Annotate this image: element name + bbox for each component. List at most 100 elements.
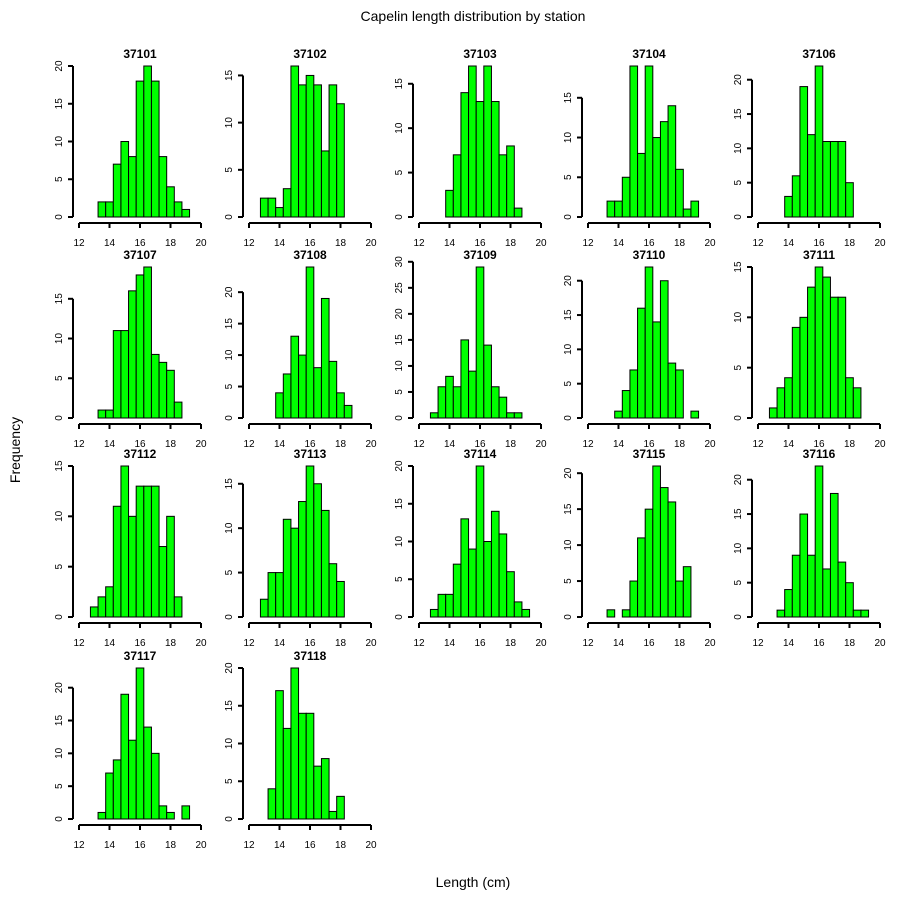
histogram-bar	[513, 601, 523, 618]
histogram-bar	[282, 518, 292, 618]
histogram-bar	[305, 266, 315, 419]
histogram-bar	[135, 485, 145, 618]
histogram-bar	[150, 752, 160, 820]
histogram-bar	[97, 201, 107, 218]
histogram-bar	[829, 296, 839, 419]
y-tick-label: 20	[224, 286, 235, 298]
x-tick-label: 20	[195, 238, 207, 249]
histogram-panel-37118: 37118 0 5 10 15 20 12 14 16 18 20	[224, 649, 377, 851]
x-tick-label: 12	[413, 238, 425, 249]
y-tick-label: 5	[224, 569, 235, 575]
histogram-bar	[659, 280, 669, 419]
y-tick-label: 10	[54, 747, 65, 759]
histogram-bar	[429, 608, 439, 618]
histogram-bar	[320, 758, 330, 820]
y-tick-label: 20	[224, 662, 235, 674]
x-tick-label: 18	[165, 840, 177, 851]
histogram-bar	[814, 65, 824, 218]
x-tick-label: 12	[243, 840, 255, 851]
histogram-bar	[490, 101, 500, 218]
histogram-bar	[328, 563, 338, 618]
y-tick-label: 10	[733, 542, 744, 554]
histogram-bar	[784, 589, 793, 618]
histogram-panel-37110: 37110 0 5 10 15 20 12 14 16 18 20	[563, 248, 716, 450]
y-tick-label: 10	[54, 333, 65, 345]
histogram-bar	[305, 712, 315, 820]
histogram-bar	[829, 492, 839, 618]
histogram-bar	[791, 326, 801, 419]
histogram-bar	[852, 609, 862, 618]
x-tick-label: 20	[195, 638, 207, 649]
histogram-bar	[320, 509, 330, 618]
histogram-bar	[282, 373, 292, 419]
histogram-bar	[667, 105, 677, 218]
x-tick-label: 20	[195, 840, 207, 851]
x-tick-label: 20	[365, 238, 377, 249]
y-tick-label: 25	[394, 282, 405, 294]
y-tick-label: 15	[224, 318, 235, 330]
histogram-bar	[784, 195, 793, 218]
x-tick-label: 20	[365, 638, 377, 649]
histogram-bar	[845, 377, 854, 419]
x-tick-label: 20	[365, 840, 377, 851]
x-tick-label: 12	[413, 638, 425, 649]
histogram-bar	[89, 606, 99, 618]
histogram-panel-37112: 37112 0 5 10 15 12 14 16 18 20	[54, 447, 207, 649]
histogram-bar	[336, 103, 345, 218]
histogram-bar	[644, 266, 654, 419]
histogram-bar	[614, 200, 623, 218]
x-tick-label: 16	[813, 238, 825, 249]
histogram-bar	[275, 392, 284, 419]
y-tick-label: 10	[394, 536, 405, 548]
histogram-bar	[158, 805, 168, 820]
x-tick-label: 14	[783, 439, 795, 450]
histogram-panel-37115: 37115 0 5 10 15 20 12 14 16 18 20	[563, 447, 716, 649]
y-axis-label: Frequency	[7, 417, 23, 483]
histogram-bar	[629, 580, 639, 618]
y-tick-label: 15	[54, 293, 65, 305]
y-tick-label: 10	[394, 360, 405, 372]
histogram-bar	[807, 134, 816, 218]
y-tick-label: 20	[394, 308, 405, 320]
histogram-bar	[644, 508, 654, 618]
panel-title: 37101	[123, 47, 157, 61]
histogram-bar	[313, 483, 322, 618]
histogram-bar	[690, 410, 700, 419]
y-tick-label: 30	[394, 256, 405, 268]
histogram-bar	[158, 156, 168, 218]
y-tick-label: 10	[224, 522, 235, 534]
histogram-bar	[267, 197, 277, 218]
histogram-bar	[259, 197, 269, 218]
x-tick-label: 12	[582, 238, 594, 249]
histogram-bar	[799, 513, 809, 618]
histogram-bar	[143, 266, 152, 419]
panel-title: 37107	[123, 248, 157, 262]
histogram-bar	[313, 84, 322, 218]
histogram-bar	[652, 137, 661, 218]
histogram-bar	[659, 487, 669, 618]
histogram-panel-37111: 37111 0 5 10 15 12 14 16 18 20	[733, 248, 886, 450]
histogram-bar	[429, 412, 439, 419]
histogram-bar	[659, 121, 669, 218]
histogram-bar	[173, 401, 183, 419]
histogram-bar	[621, 390, 631, 419]
histogram-panel-37102: 37102 0 5 10 15 12 14 16 18 20	[224, 47, 377, 249]
x-tick-label: 12	[243, 439, 255, 450]
histogram-bar	[776, 609, 786, 618]
y-tick-label: 15	[394, 78, 405, 90]
histogram-bar	[120, 330, 130, 419]
y-tick-label: 5	[563, 380, 574, 386]
histogram-bar	[860, 609, 870, 618]
histogram-bar	[837, 561, 847, 618]
x-tick-label: 18	[844, 238, 856, 249]
histogram-bar	[267, 788, 277, 820]
y-tick-label: 10	[733, 311, 744, 323]
panel-title: 37109	[463, 248, 497, 262]
panel-title: 37110	[633, 248, 666, 262]
x-tick-label: 18	[505, 638, 517, 649]
histogram-bar	[112, 505, 122, 618]
y-tick-label: 5	[224, 167, 235, 173]
y-tick-label: 15	[54, 98, 65, 110]
x-tick-label: 16	[304, 238, 316, 249]
